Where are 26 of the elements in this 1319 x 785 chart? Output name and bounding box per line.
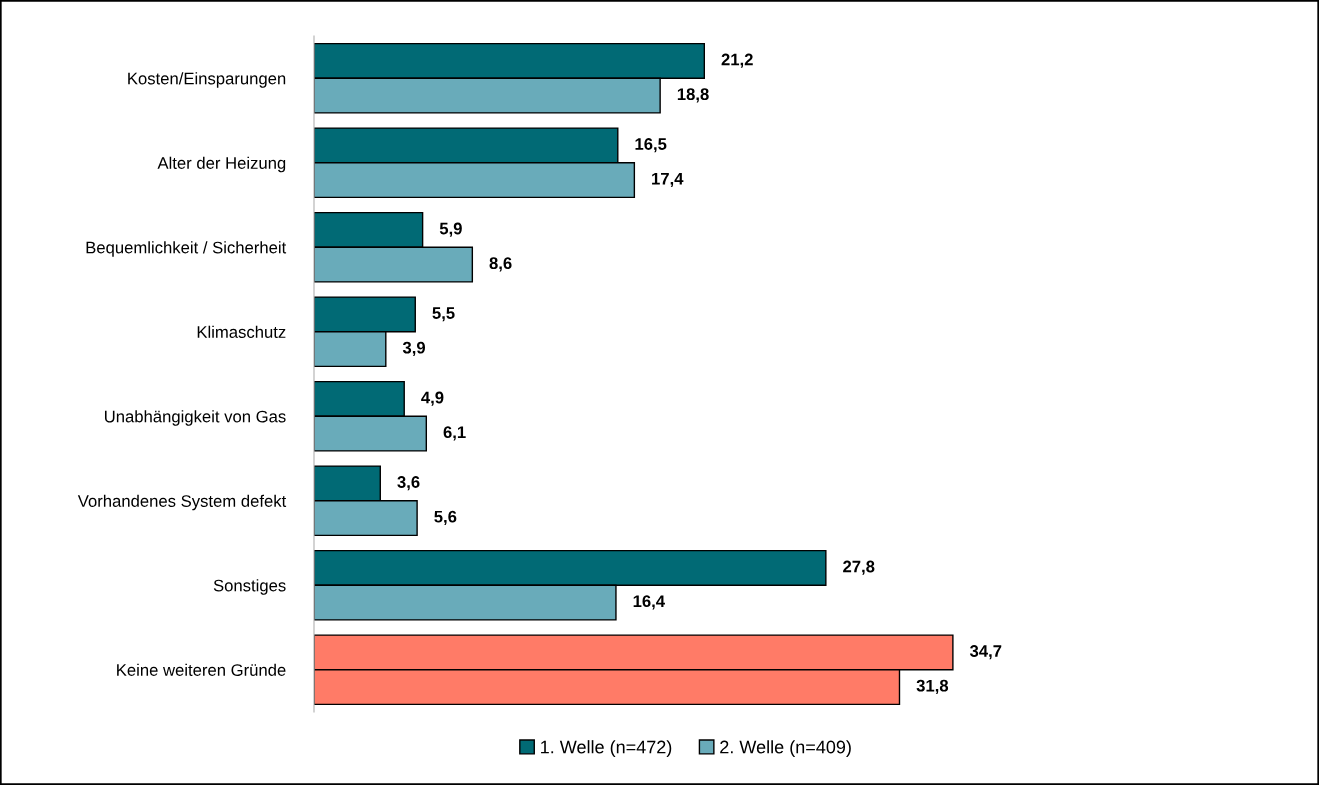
data-label: 3,9 xyxy=(402,341,426,356)
data-label: 5,9 xyxy=(439,222,462,237)
legend-label: 1. Welle (n=472) xyxy=(541,740,672,757)
data-label: 4,9 xyxy=(421,391,444,406)
y-tick-label: Alter der Heizung xyxy=(157,156,286,173)
y-tick-label: Klimaschutz xyxy=(197,325,286,338)
data-label: 8,6 xyxy=(489,257,512,272)
y-tick-label: Unabhängigkeit von Gas xyxy=(104,410,286,426)
data-label: 21,2 xyxy=(721,53,753,68)
y-tick-label: Bequemlichkeit / Sicherheit xyxy=(86,241,287,257)
data-label: 31,8 xyxy=(916,679,949,694)
data-label: 6,1 xyxy=(443,426,466,441)
data-label: 5,6 xyxy=(434,510,457,525)
data-label: 34,7 xyxy=(969,645,1002,660)
data-label: 16,4 xyxy=(633,595,665,610)
data-label: 18,8 xyxy=(677,88,709,103)
data-label: 3,6 xyxy=(397,476,420,491)
y-tick-label: Kosten/Einsparungen xyxy=(128,72,286,88)
data-label: 27,8 xyxy=(843,560,875,575)
y-tick-label: Sonstiges xyxy=(213,579,286,595)
data-label: 5,5 xyxy=(432,307,455,322)
y-tick-label: Vorhandenes System defekt xyxy=(77,494,287,511)
data-label: 16,5 xyxy=(635,138,667,153)
y-tick-label: Keine weiteren Gründe xyxy=(117,663,286,676)
legend-label: 2. Welle (n=409) xyxy=(720,740,851,757)
data-label: 17,4 xyxy=(652,172,684,187)
